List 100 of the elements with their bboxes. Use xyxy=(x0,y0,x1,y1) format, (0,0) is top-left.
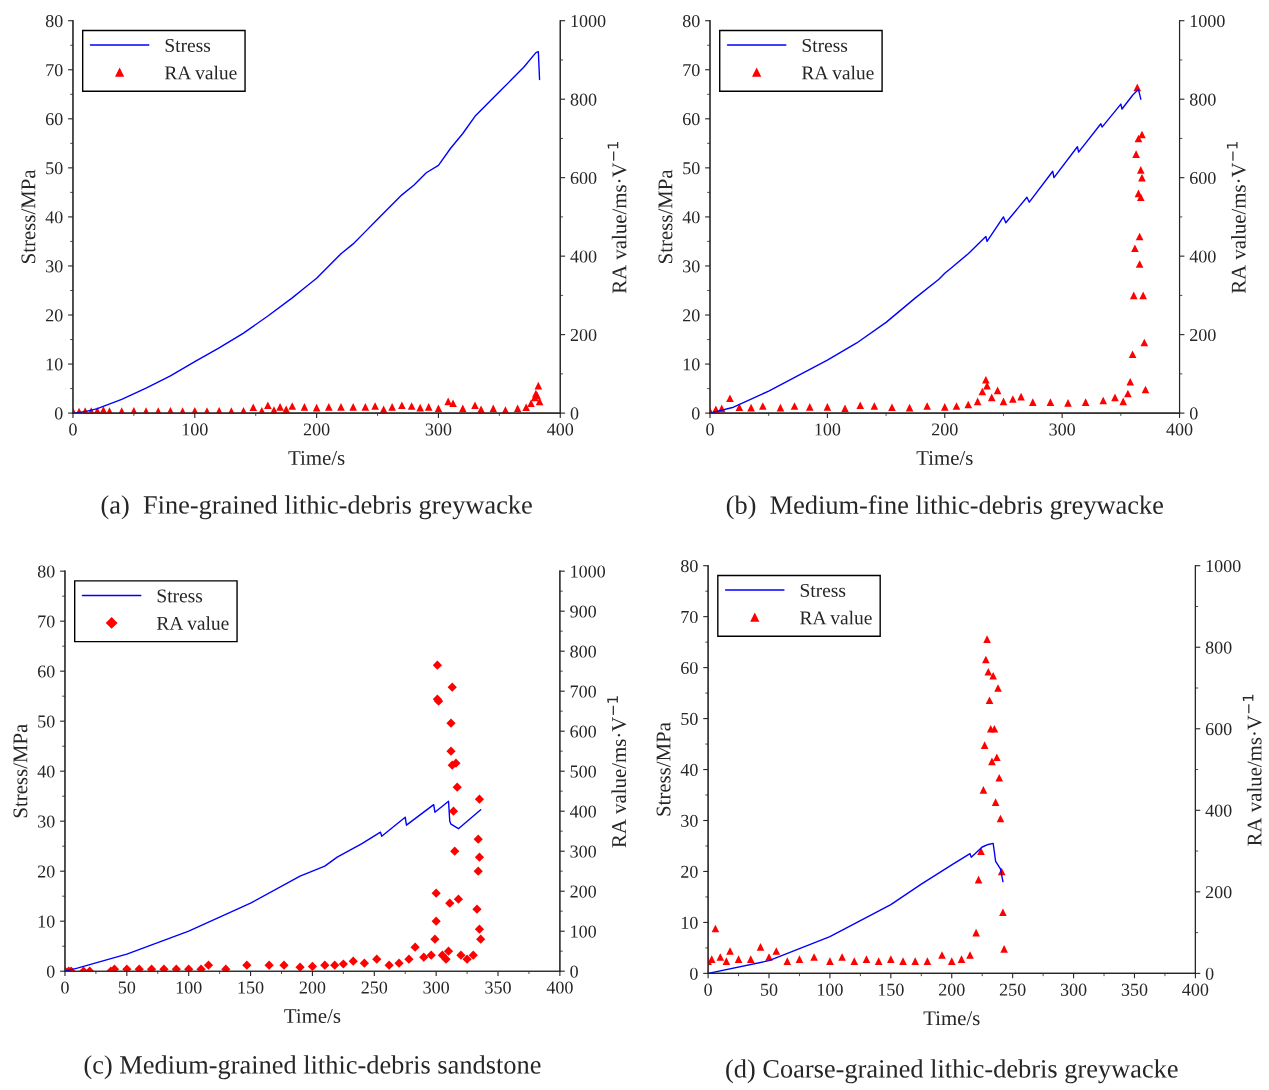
y-tick-label: 0 xyxy=(691,407,700,420)
y2-tick-label: 0 xyxy=(570,407,579,420)
y2-tick-label: 600 xyxy=(570,171,597,185)
y2-tick-label: 1000 xyxy=(1190,14,1225,28)
y2-tick-label: 800 xyxy=(570,93,597,106)
x-tick-label: 250 xyxy=(999,983,1026,996)
y-tick-label: 70 xyxy=(681,610,698,624)
y2-tick-label: 400 xyxy=(570,250,597,263)
y-tick-label: 80 xyxy=(45,14,63,28)
y2-tick-label: 600 xyxy=(1205,723,1232,736)
y-tick-label: 50 xyxy=(681,712,698,726)
x-tick-label: 100 xyxy=(815,423,841,436)
x-tick-label: 200 xyxy=(299,981,326,994)
y-tick-label: 20 xyxy=(37,865,55,878)
y-tick-label: 0 xyxy=(690,967,698,980)
y2-tick-label: 300 xyxy=(570,845,596,858)
y2-tick-label: 100 xyxy=(571,925,596,938)
y-tick-label: 80 xyxy=(37,565,55,578)
y-tick-label: 40 xyxy=(682,211,700,224)
y-tick-label: 30 xyxy=(681,814,698,827)
x-tick-label: 100 xyxy=(817,983,843,996)
y2-axis-title: RA value/ms·V$^{−1}$ xyxy=(607,696,627,848)
y2-tick-label: 1000 xyxy=(571,565,606,578)
legend-label: RA value xyxy=(164,65,237,80)
y2-tick-label: 700 xyxy=(570,685,596,698)
y2-tick-label: 0 xyxy=(1205,967,1214,980)
y2-tick-label: 600 xyxy=(570,725,596,738)
legend-label: Stress xyxy=(165,38,211,53)
y-tick-label: 20 xyxy=(681,865,698,878)
x-tick-label: 150 xyxy=(878,983,904,996)
y-tick-label: 80 xyxy=(682,14,700,28)
y-tick-label: 60 xyxy=(45,113,63,126)
y2-tick-label: 400 xyxy=(569,805,596,818)
x-tick-label: 300 xyxy=(1049,423,1076,436)
legend-label: RA value xyxy=(800,610,872,625)
x-tick-label: 400 xyxy=(1166,423,1193,436)
legend-label: RA value xyxy=(156,616,229,630)
text: (b) Medium-fine lithic-debris greywacke xyxy=(726,495,1163,520)
y-tick-label: 60 xyxy=(681,661,698,675)
y2-tick-label: 200 xyxy=(1190,328,1216,342)
legend-label: Stress xyxy=(157,589,203,603)
y2-axis-title: RA value/ms·V$^{−1}$ xyxy=(1226,142,1246,294)
y-tick-label: 40 xyxy=(680,763,698,776)
y2-tick-label: 900 xyxy=(570,605,596,618)
y-axis-title: Stress/MPa xyxy=(21,169,36,263)
y-tick-label: 0 xyxy=(46,965,55,978)
y-tick-label: 60 xyxy=(683,113,700,126)
x-tick-label: 350 xyxy=(485,981,511,994)
x-tick-label: 350 xyxy=(1121,983,1148,996)
y-tick-label: 60 xyxy=(37,665,55,678)
legend-label: Stress xyxy=(800,583,846,598)
text: (c) Medium-grained lithic-debris sandstone xyxy=(84,1055,541,1080)
y2-tick-label: 400 xyxy=(1205,804,1232,817)
x-tick-label: 0 xyxy=(706,423,714,436)
x-tick-label: 200 xyxy=(303,423,330,436)
legend-label: Stress xyxy=(802,38,848,53)
x-tick-label: 300 xyxy=(425,423,452,436)
x-tick-label: 400 xyxy=(1182,983,1209,996)
x-tick-label: 100 xyxy=(176,981,202,994)
x-tick-label: 200 xyxy=(932,423,958,436)
y2-tick-label: 400 xyxy=(1189,250,1216,263)
y2-tick-label: 0 xyxy=(570,965,578,978)
x-tick-label: 300 xyxy=(1060,983,1087,996)
y-tick-label: 20 xyxy=(683,309,700,322)
x-axis-title: Time/s xyxy=(284,1009,341,1024)
x-tick-label: 100 xyxy=(182,423,208,436)
y2-tick-label: 800 xyxy=(1205,641,1232,654)
x-tick-label: 0 xyxy=(69,423,77,436)
y-tick-label: 70 xyxy=(38,615,55,628)
y-axis-title: Stress/MPa xyxy=(658,169,673,263)
y-tick-label: 50 xyxy=(38,715,55,728)
x-axis-title: Time/s xyxy=(288,450,345,465)
y-tick-label: 50 xyxy=(683,162,700,175)
x-tick-label: 50 xyxy=(118,981,136,994)
x-tick-label: 250 xyxy=(361,981,388,994)
y-tick-label: 20 xyxy=(45,309,63,322)
x-tick-label: 400 xyxy=(547,423,574,436)
y2-axis-title: RA value/ms·V$^{−1}$ xyxy=(1242,694,1262,846)
y2-tick-label: 800 xyxy=(570,645,596,658)
y-tick-label: 10 xyxy=(46,358,63,371)
y2-tick-label: 200 xyxy=(570,885,596,898)
y-tick-label: 10 xyxy=(38,915,55,928)
x-tick-label: 150 xyxy=(238,981,264,994)
y2-tick-label: 1000 xyxy=(571,14,606,28)
y-tick-label: 70 xyxy=(683,64,700,77)
y-tick-label: 30 xyxy=(46,260,63,273)
y-axis-title: Stress/MPa xyxy=(13,724,28,818)
text: (a) Fine-grained lithic-debris greywacke xyxy=(101,495,532,520)
y-axis-title: Stress/MPa xyxy=(656,722,671,816)
x-tick-label: 200 xyxy=(939,983,965,996)
y2-tick-label: 0 xyxy=(1189,407,1198,420)
y-tick-label: 10 xyxy=(681,916,698,929)
y-tick-label: 30 xyxy=(683,260,700,273)
y-tick-label: 0 xyxy=(54,407,63,420)
x-axis-title: Time/s xyxy=(916,450,973,465)
y-tick-label: 10 xyxy=(683,358,700,371)
x-axis-title: Time/s xyxy=(923,1011,980,1026)
y2-axis-title: RA value/ms·V$^{−1}$ xyxy=(607,142,627,294)
y2-tick-label: 200 xyxy=(1205,886,1232,899)
x-tick-label: 50 xyxy=(761,983,778,996)
